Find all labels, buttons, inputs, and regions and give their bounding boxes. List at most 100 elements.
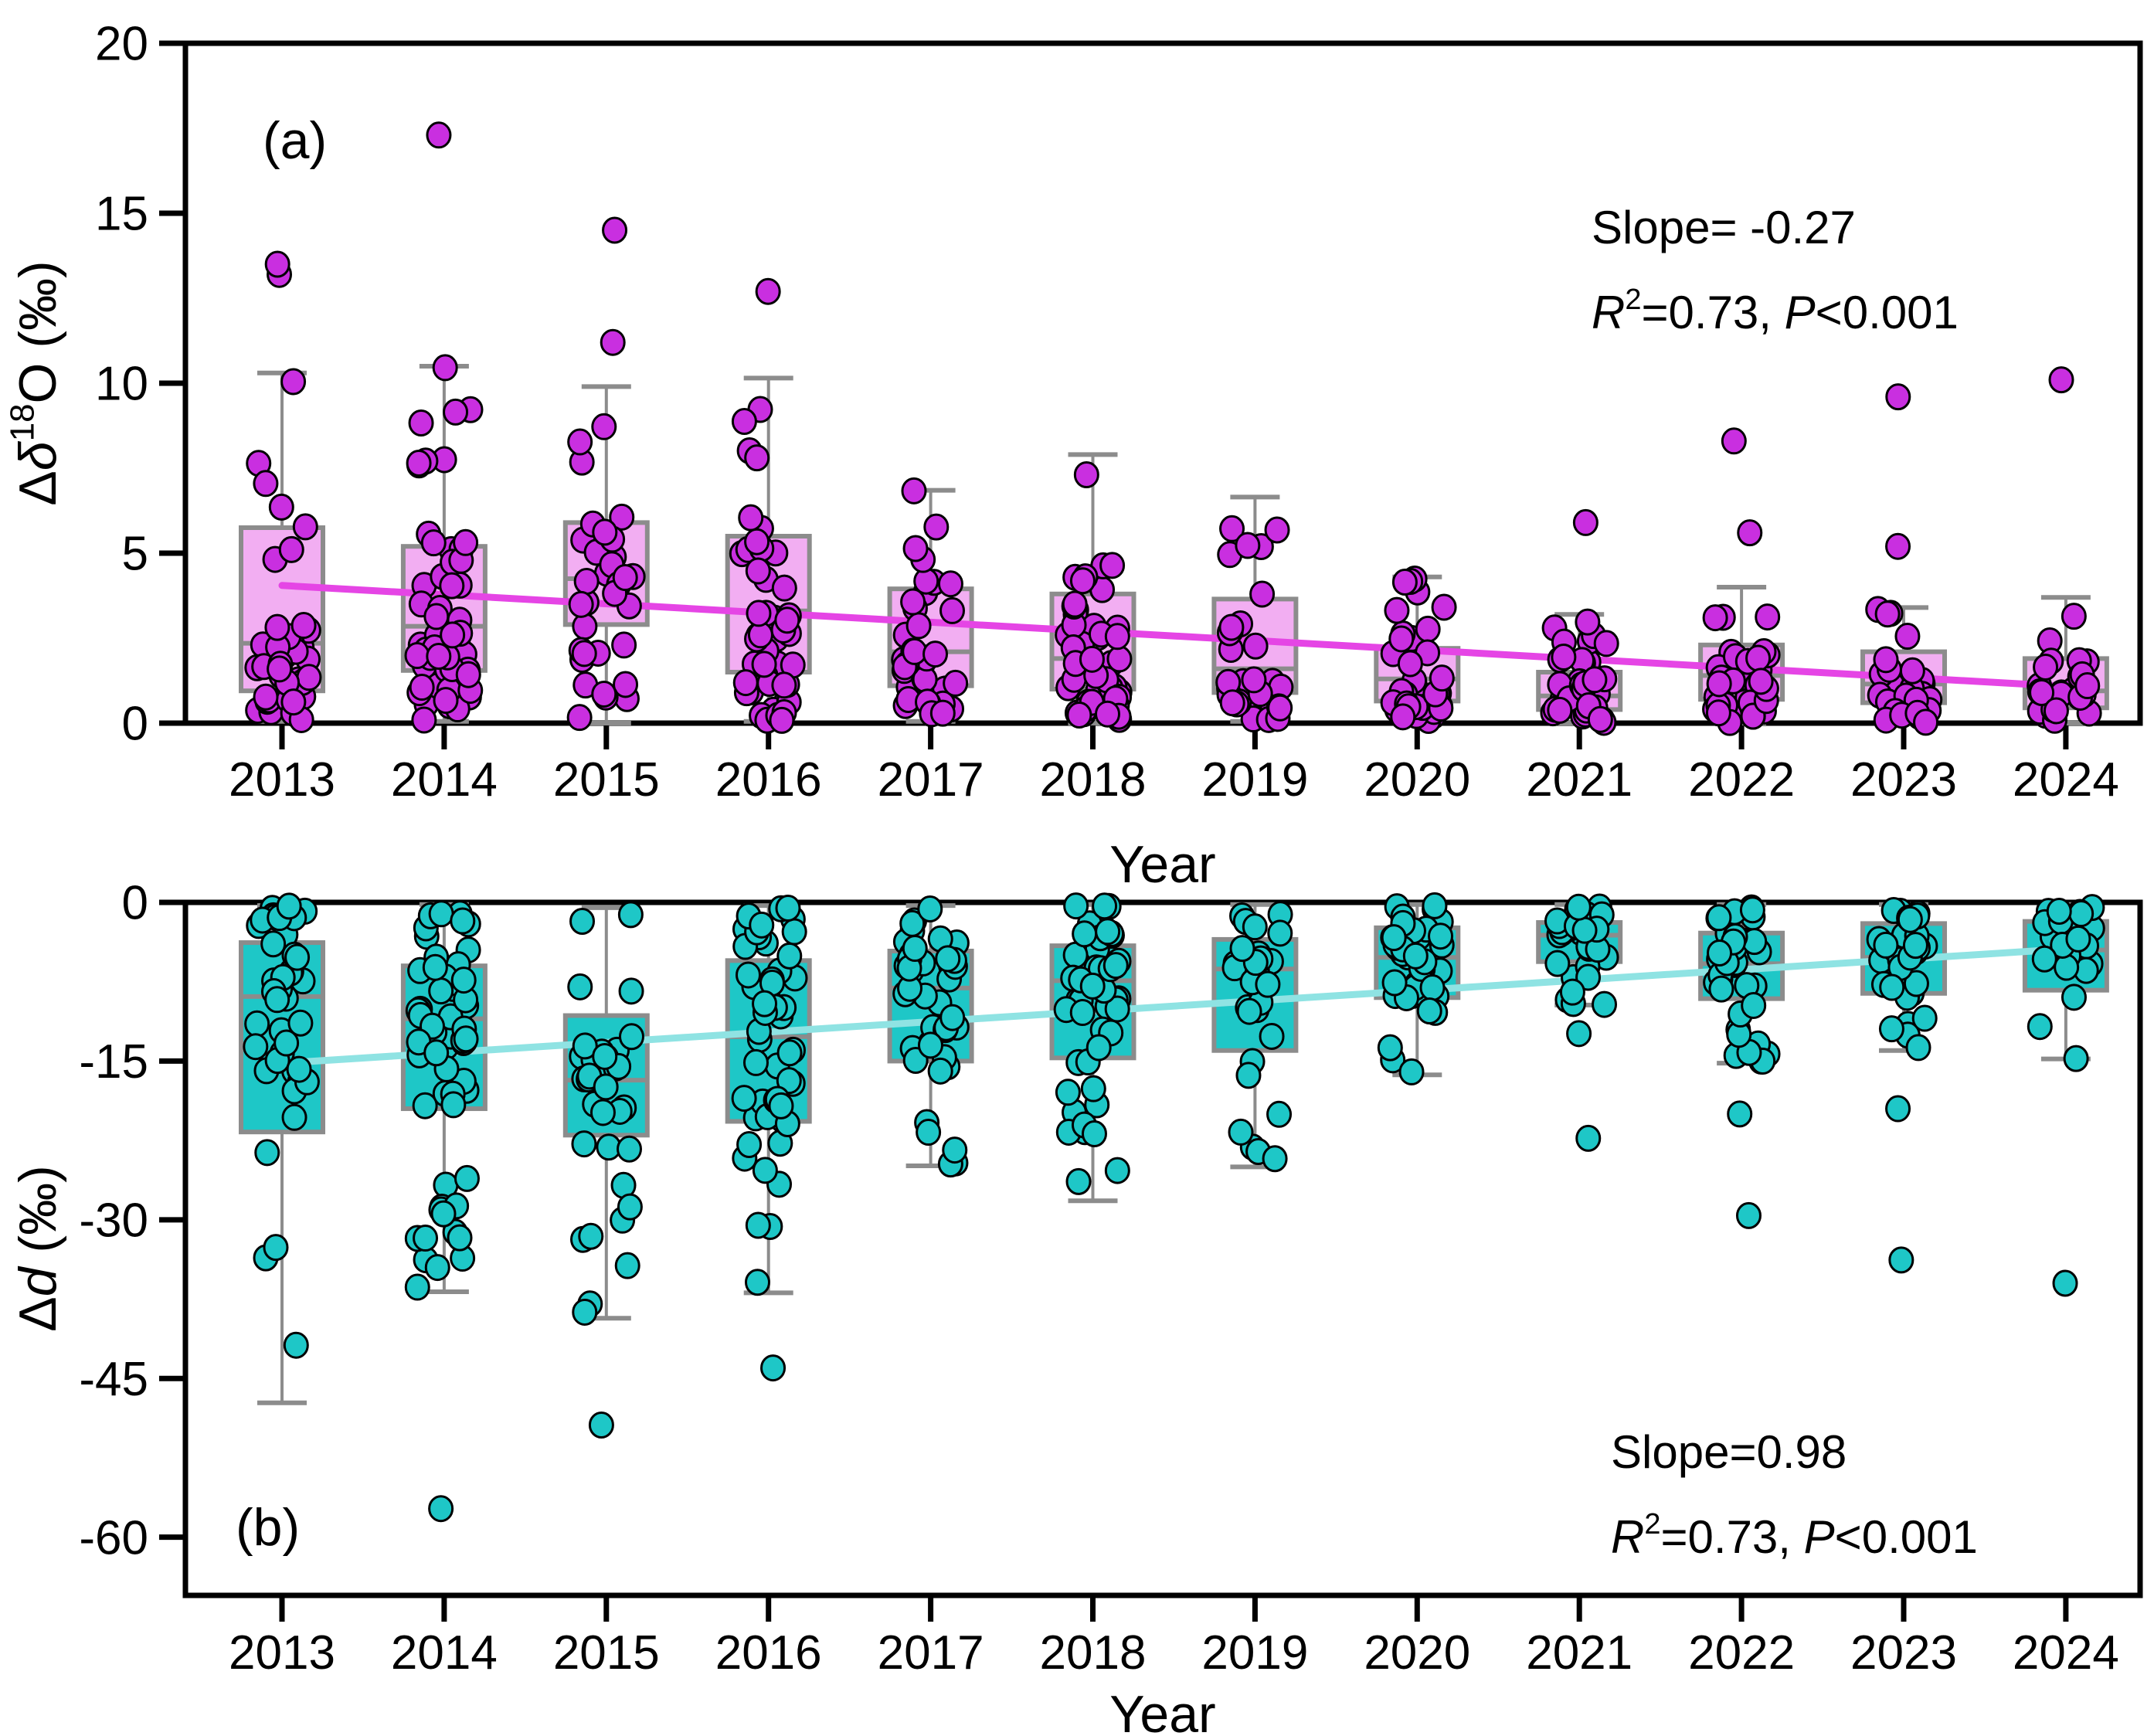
points-2021 <box>1540 508 1619 736</box>
data-point <box>609 503 635 531</box>
data-point <box>1911 1004 1938 1032</box>
outlier-point <box>588 1412 614 1439</box>
outlier-point <box>1572 508 1599 536</box>
data-point <box>1575 608 1601 636</box>
data-point <box>1228 1118 1254 1146</box>
data-point <box>1587 705 1613 733</box>
data-point <box>589 1099 616 1126</box>
data-point <box>905 612 932 640</box>
data-point <box>1242 632 1269 660</box>
outlier-point <box>760 1354 787 1382</box>
x-tick-label: 2019 <box>1201 753 1308 807</box>
data-point <box>1415 615 1441 643</box>
data-point <box>1873 646 1899 674</box>
plot-frame <box>182 899 2143 1598</box>
data-point <box>408 409 434 437</box>
data-point <box>1264 516 1290 544</box>
data-point <box>286 1055 312 1083</box>
data-point <box>423 1039 450 1067</box>
data-point <box>572 1298 598 1326</box>
points-2019 <box>1221 901 1293 1173</box>
data-point <box>253 470 279 498</box>
points-2015 <box>567 901 644 1439</box>
outlier-point <box>1737 519 1763 547</box>
data-point <box>2061 984 2087 1011</box>
outlier-point <box>1727 1100 1753 1128</box>
x-tick-label: 2016 <box>715 1626 822 1680</box>
points-2019 <box>1215 515 1294 733</box>
data-point <box>1381 969 1408 997</box>
x-tick-label: 2021 <box>1526 753 1632 807</box>
data-point <box>440 621 466 649</box>
data-point <box>769 706 795 734</box>
points-2014 <box>404 900 481 1523</box>
data-point <box>1104 623 1130 651</box>
outlier-point <box>426 121 452 149</box>
data-point <box>591 413 617 440</box>
data-point <box>1707 939 1733 967</box>
data-point <box>1095 918 1121 946</box>
data-point <box>1419 973 1446 1001</box>
data-point <box>1062 590 1088 618</box>
data-point <box>1894 623 1921 651</box>
data-point <box>1102 952 1129 980</box>
panel-letter: (b) <box>236 1498 300 1557</box>
data-point <box>923 513 950 541</box>
x-tick-label: 2020 <box>1364 753 1470 807</box>
data-point <box>593 1073 619 1101</box>
data-point <box>592 1042 618 1070</box>
data-point <box>1544 950 1571 977</box>
y-tick-label: -45 <box>79 1353 148 1406</box>
points-2013 <box>244 250 322 733</box>
data-point <box>732 669 759 697</box>
data-point <box>443 398 469 426</box>
data-point <box>433 687 459 715</box>
data-point <box>2054 953 2080 981</box>
data-point <box>744 1269 770 1296</box>
data-point <box>572 1032 598 1060</box>
data-point <box>260 930 287 958</box>
data-points <box>243 892 2105 1523</box>
y-tick-label: 0 <box>122 698 148 751</box>
data-point <box>774 606 800 634</box>
data-point <box>1085 1034 1112 1062</box>
data-point <box>614 1252 640 1279</box>
data-point <box>1873 931 1899 959</box>
data-point <box>412 1092 438 1119</box>
x-tick-label: 2020 <box>1364 1626 1470 1680</box>
data-point <box>423 603 450 630</box>
data-point <box>776 1067 802 1095</box>
x-tick-label: 2016 <box>715 753 822 807</box>
data-point <box>1081 1120 1107 1147</box>
data-point <box>1745 644 1772 672</box>
y-tick-label: 5 <box>122 528 148 581</box>
data-point <box>939 1004 966 1031</box>
data-points <box>244 121 2102 736</box>
data-point <box>1377 1034 1403 1062</box>
panel-letter: (a) <box>263 111 327 170</box>
data-point <box>268 493 294 521</box>
points-2022 <box>1703 894 1781 1229</box>
outlier-point <box>755 277 781 305</box>
data-point <box>1905 1034 1931 1062</box>
data-point <box>1390 703 1416 731</box>
data-point <box>284 943 311 971</box>
data-point <box>1547 696 1573 724</box>
data-point <box>404 1273 430 1301</box>
data-point <box>432 354 458 382</box>
data-point <box>618 977 644 1005</box>
data-point <box>1878 1015 1904 1043</box>
data-point <box>569 908 596 936</box>
points-2013 <box>243 892 320 1359</box>
data-point <box>617 901 644 929</box>
x-tick-label: 2014 <box>391 1626 498 1680</box>
data-point <box>745 1211 771 1239</box>
data-point <box>283 1331 309 1359</box>
data-point <box>1242 913 1268 941</box>
data-point <box>935 945 961 973</box>
data-point <box>1431 593 1457 621</box>
data-point <box>1249 580 1276 608</box>
data-point <box>738 504 764 532</box>
